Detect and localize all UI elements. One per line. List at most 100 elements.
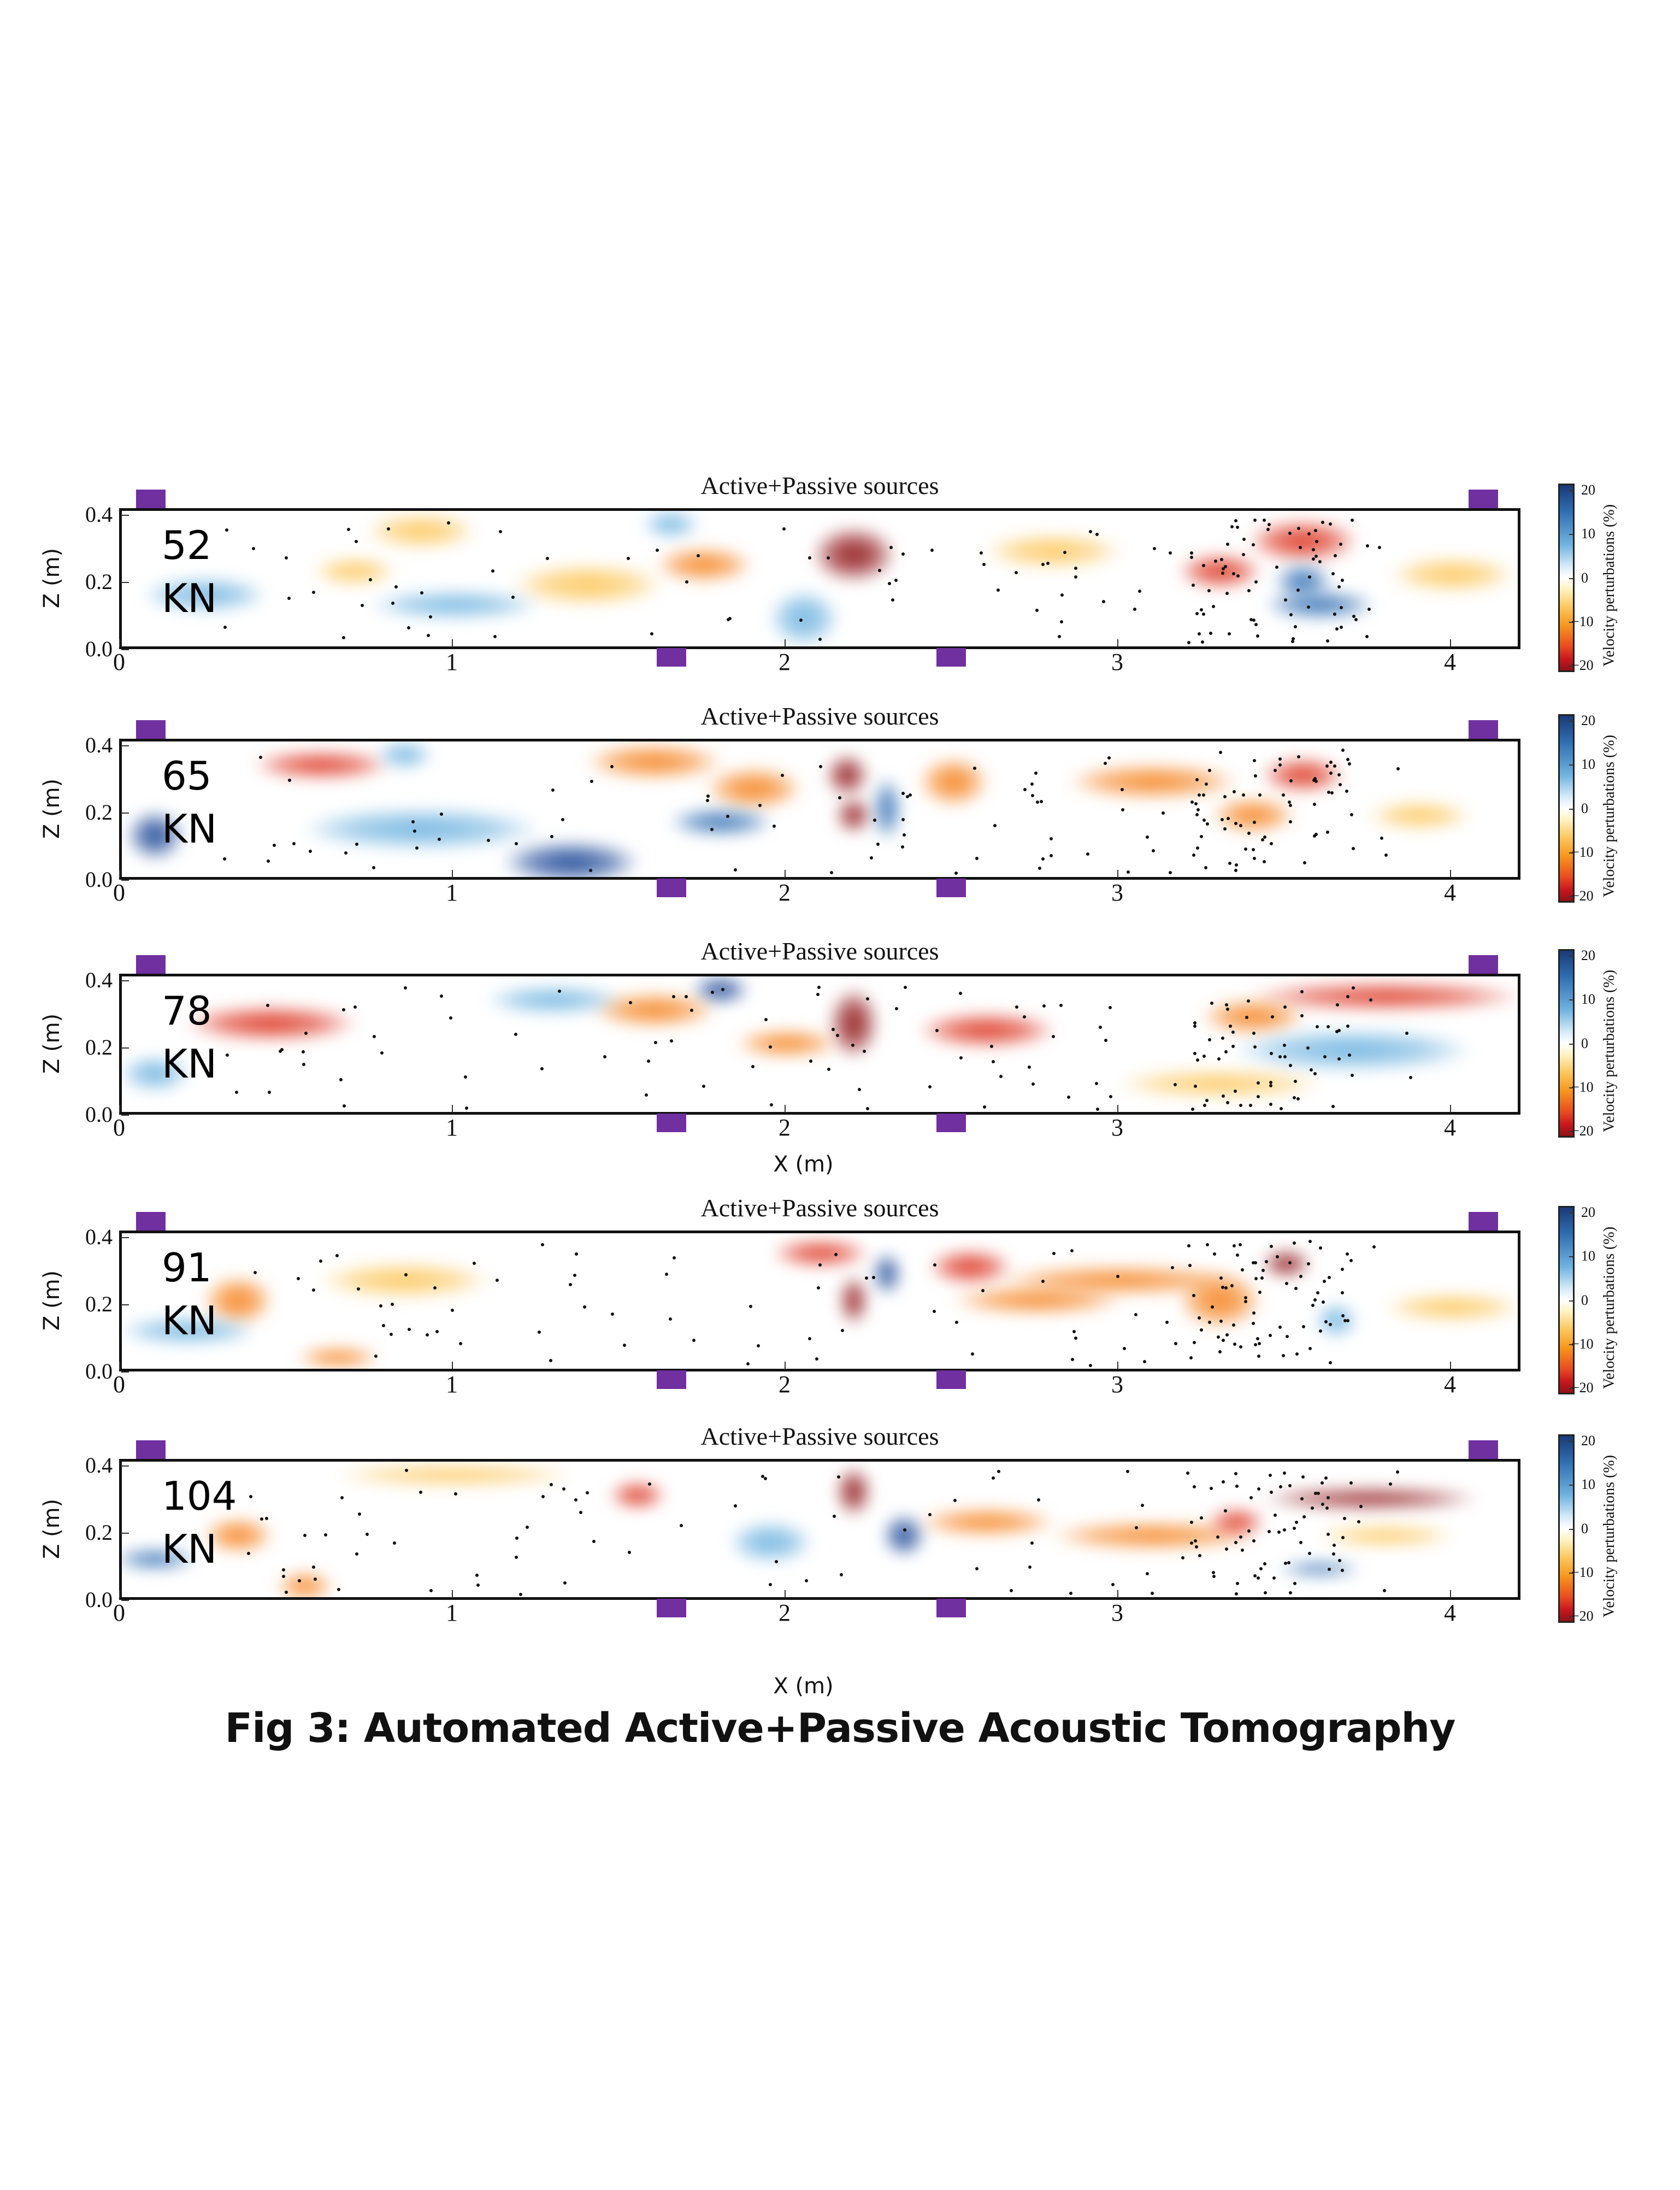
acoustic-event-dot <box>1383 1588 1387 1592</box>
acoustic-event-dot <box>1120 787 1124 791</box>
acoustic-event-dot <box>1346 995 1349 999</box>
acoustic-event-dot <box>930 548 934 552</box>
acoustic-event-dot <box>826 556 830 560</box>
acoustic-event-dot <box>710 828 714 832</box>
acoustic-event-dot <box>1313 834 1317 838</box>
velocity-anomaly <box>930 1250 1011 1284</box>
acoustic-event-dot <box>561 818 565 822</box>
acoustic-event-dot <box>748 1304 752 1308</box>
load-label: 78 KN <box>162 985 217 1091</box>
acoustic-event-dot <box>1352 614 1356 618</box>
colorbar-tick-label: −20 <box>1571 1380 1594 1396</box>
y-axis-label: Z (m) <box>39 548 65 609</box>
acoustic-event-dot <box>1260 838 1264 841</box>
colorbar-label: Velocity perturbations (%) <box>1601 1226 1618 1389</box>
panel-title: Active+Passive sources <box>700 702 939 730</box>
acoustic-event-dot <box>573 1274 576 1277</box>
acoustic-event-dot <box>344 851 347 855</box>
sensor-marker-bottom <box>936 1370 966 1389</box>
acoustic-event-dot <box>851 1043 854 1047</box>
plot-frame <box>119 974 1520 1115</box>
acoustic-event-dot <box>355 843 359 846</box>
acoustic-event-dot <box>1244 1296 1248 1300</box>
acoustic-event-dot <box>419 1490 422 1494</box>
acoustic-event-dot <box>341 636 345 640</box>
y-tick <box>121 1600 129 1601</box>
acoustic-event-dot <box>1028 1565 1031 1569</box>
load-unit: KN <box>162 1526 217 1573</box>
acoustic-event-dot <box>1269 1103 1272 1106</box>
acoustic-event-dot <box>404 1273 408 1276</box>
acoustic-event-dot <box>1311 1304 1315 1308</box>
x-tick-label: 4 <box>1444 649 1456 675</box>
acoustic-event-dot <box>955 1321 959 1324</box>
acoustic-event-dot <box>781 773 785 777</box>
acoustic-event-dot <box>610 765 614 769</box>
x-tick <box>452 1590 453 1598</box>
acoustic-event-dot <box>454 1492 458 1496</box>
velocity-anomaly <box>255 751 388 779</box>
acoustic-event-dot <box>464 1106 468 1110</box>
sensor-marker-top <box>135 955 166 974</box>
acoustic-event-dot <box>1188 1263 1192 1267</box>
acoustic-event-dot <box>1252 1261 1255 1264</box>
x-tick-label: 4 <box>1444 1599 1456 1626</box>
acoustic-event-dot <box>818 1263 822 1267</box>
acoustic-event-dot <box>574 1498 578 1502</box>
acoustic-event-dot <box>1196 846 1200 850</box>
acoustic-event-dot <box>1241 1268 1245 1272</box>
acoustic-event-dot <box>342 1008 346 1012</box>
x-tick-label: 4 <box>1444 1114 1456 1141</box>
acoustic-event-dot <box>799 619 803 622</box>
x-tick-label: 4 <box>1444 1371 1456 1398</box>
acoustic-event-dot <box>1348 1053 1352 1057</box>
acoustic-event-dot <box>1314 833 1318 837</box>
acoustic-event-dot <box>223 857 227 861</box>
acoustic-event-dot <box>1230 525 1234 528</box>
acoustic-event-dot <box>1277 1530 1281 1534</box>
colorbar-tick <box>1569 621 1573 623</box>
acoustic-event-dot <box>1209 632 1213 635</box>
acoustic-event-dot <box>1058 635 1062 639</box>
acoustic-event-dot <box>933 1263 936 1267</box>
velocity-anomaly <box>145 578 265 612</box>
acoustic-event-dot <box>1252 1031 1256 1035</box>
acoustic-event-dot <box>1201 793 1205 797</box>
acoustic-event-dot <box>491 569 494 573</box>
acoustic-event-dot <box>668 1317 672 1321</box>
acoustic-event-dot <box>1189 1520 1193 1524</box>
acoustic-event-dot <box>865 1106 869 1110</box>
acoustic-event-dot <box>1299 1274 1303 1278</box>
acoustic-event-dot <box>280 1048 284 1052</box>
acoustic-event-dot <box>818 638 822 641</box>
acoustic-event-dot <box>1162 811 1165 815</box>
acoustic-event-dot <box>1219 1320 1223 1323</box>
acoustic-event-dot <box>1134 1313 1137 1317</box>
acoustic-event-dot <box>404 986 408 990</box>
acoustic-event-dot <box>296 1277 300 1281</box>
acoustic-event-dot <box>905 795 909 799</box>
acoustic-event-dot <box>1254 622 1258 626</box>
acoustic-event-dot <box>804 1579 808 1582</box>
acoustic-event-dot <box>840 1328 844 1332</box>
acoustic-event-dot <box>428 615 432 619</box>
acoustic-event-dot <box>266 1003 269 1007</box>
x-tick <box>119 870 120 878</box>
acoustic-event-dot <box>353 1005 357 1009</box>
acoustic-event-dot <box>1040 800 1044 804</box>
acoustic-event-dot <box>1274 768 1277 772</box>
colorbar-tick <box>1569 1043 1573 1045</box>
acoustic-event-dot <box>585 1491 589 1494</box>
velocity-anomaly <box>1253 983 1518 1010</box>
acoustic-event-dot <box>311 1565 315 1569</box>
acoustic-event-dot <box>1333 554 1337 557</box>
acoustic-event-dot <box>1220 558 1224 562</box>
acoustic-event-dot <box>1350 1074 1354 1078</box>
acoustic-event-dot <box>1345 1252 1349 1256</box>
x-tick <box>452 639 453 647</box>
heatmap-area <box>122 976 1518 1112</box>
acoustic-event-dot <box>1206 822 1210 826</box>
acoustic-event-dot <box>1063 550 1066 554</box>
acoustic-event-dot <box>1325 831 1329 834</box>
acoustic-event-dot <box>689 1008 693 1012</box>
